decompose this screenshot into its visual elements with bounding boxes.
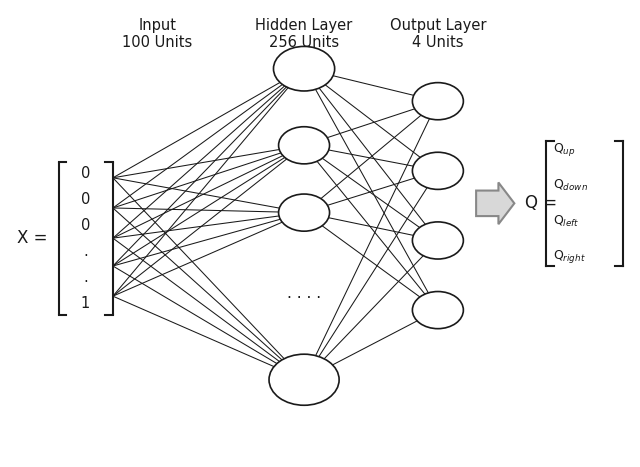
Text: Input
100 Units: Input 100 Units (122, 18, 193, 50)
Text: 0: 0 (81, 166, 90, 181)
FancyArrow shape (476, 183, 515, 224)
Text: Q =: Q = (525, 194, 557, 212)
Circle shape (273, 46, 335, 91)
Text: Q$_{down}$: Q$_{down}$ (553, 178, 588, 193)
Text: 0: 0 (81, 218, 90, 233)
Text: .: . (83, 269, 88, 285)
Circle shape (269, 354, 339, 405)
Circle shape (278, 127, 330, 164)
Circle shape (412, 291, 463, 329)
Text: . . . .: . . . . (287, 286, 321, 301)
Text: Hidden Layer
256 Units: Hidden Layer 256 Units (255, 18, 353, 50)
Text: .: . (83, 244, 88, 259)
Text: Q$_{right}$: Q$_{right}$ (553, 248, 586, 265)
Circle shape (412, 152, 463, 190)
Circle shape (412, 222, 463, 259)
Text: 0: 0 (81, 191, 90, 207)
Circle shape (278, 194, 330, 231)
Text: Output Layer
4 Units: Output Layer 4 Units (390, 18, 486, 50)
Text: Q$_{left}$: Q$_{left}$ (553, 213, 580, 229)
Circle shape (412, 83, 463, 120)
Text: X =: X = (17, 229, 48, 247)
Text: Q$_{up}$: Q$_{up}$ (553, 142, 576, 158)
Text: 1: 1 (81, 296, 90, 311)
